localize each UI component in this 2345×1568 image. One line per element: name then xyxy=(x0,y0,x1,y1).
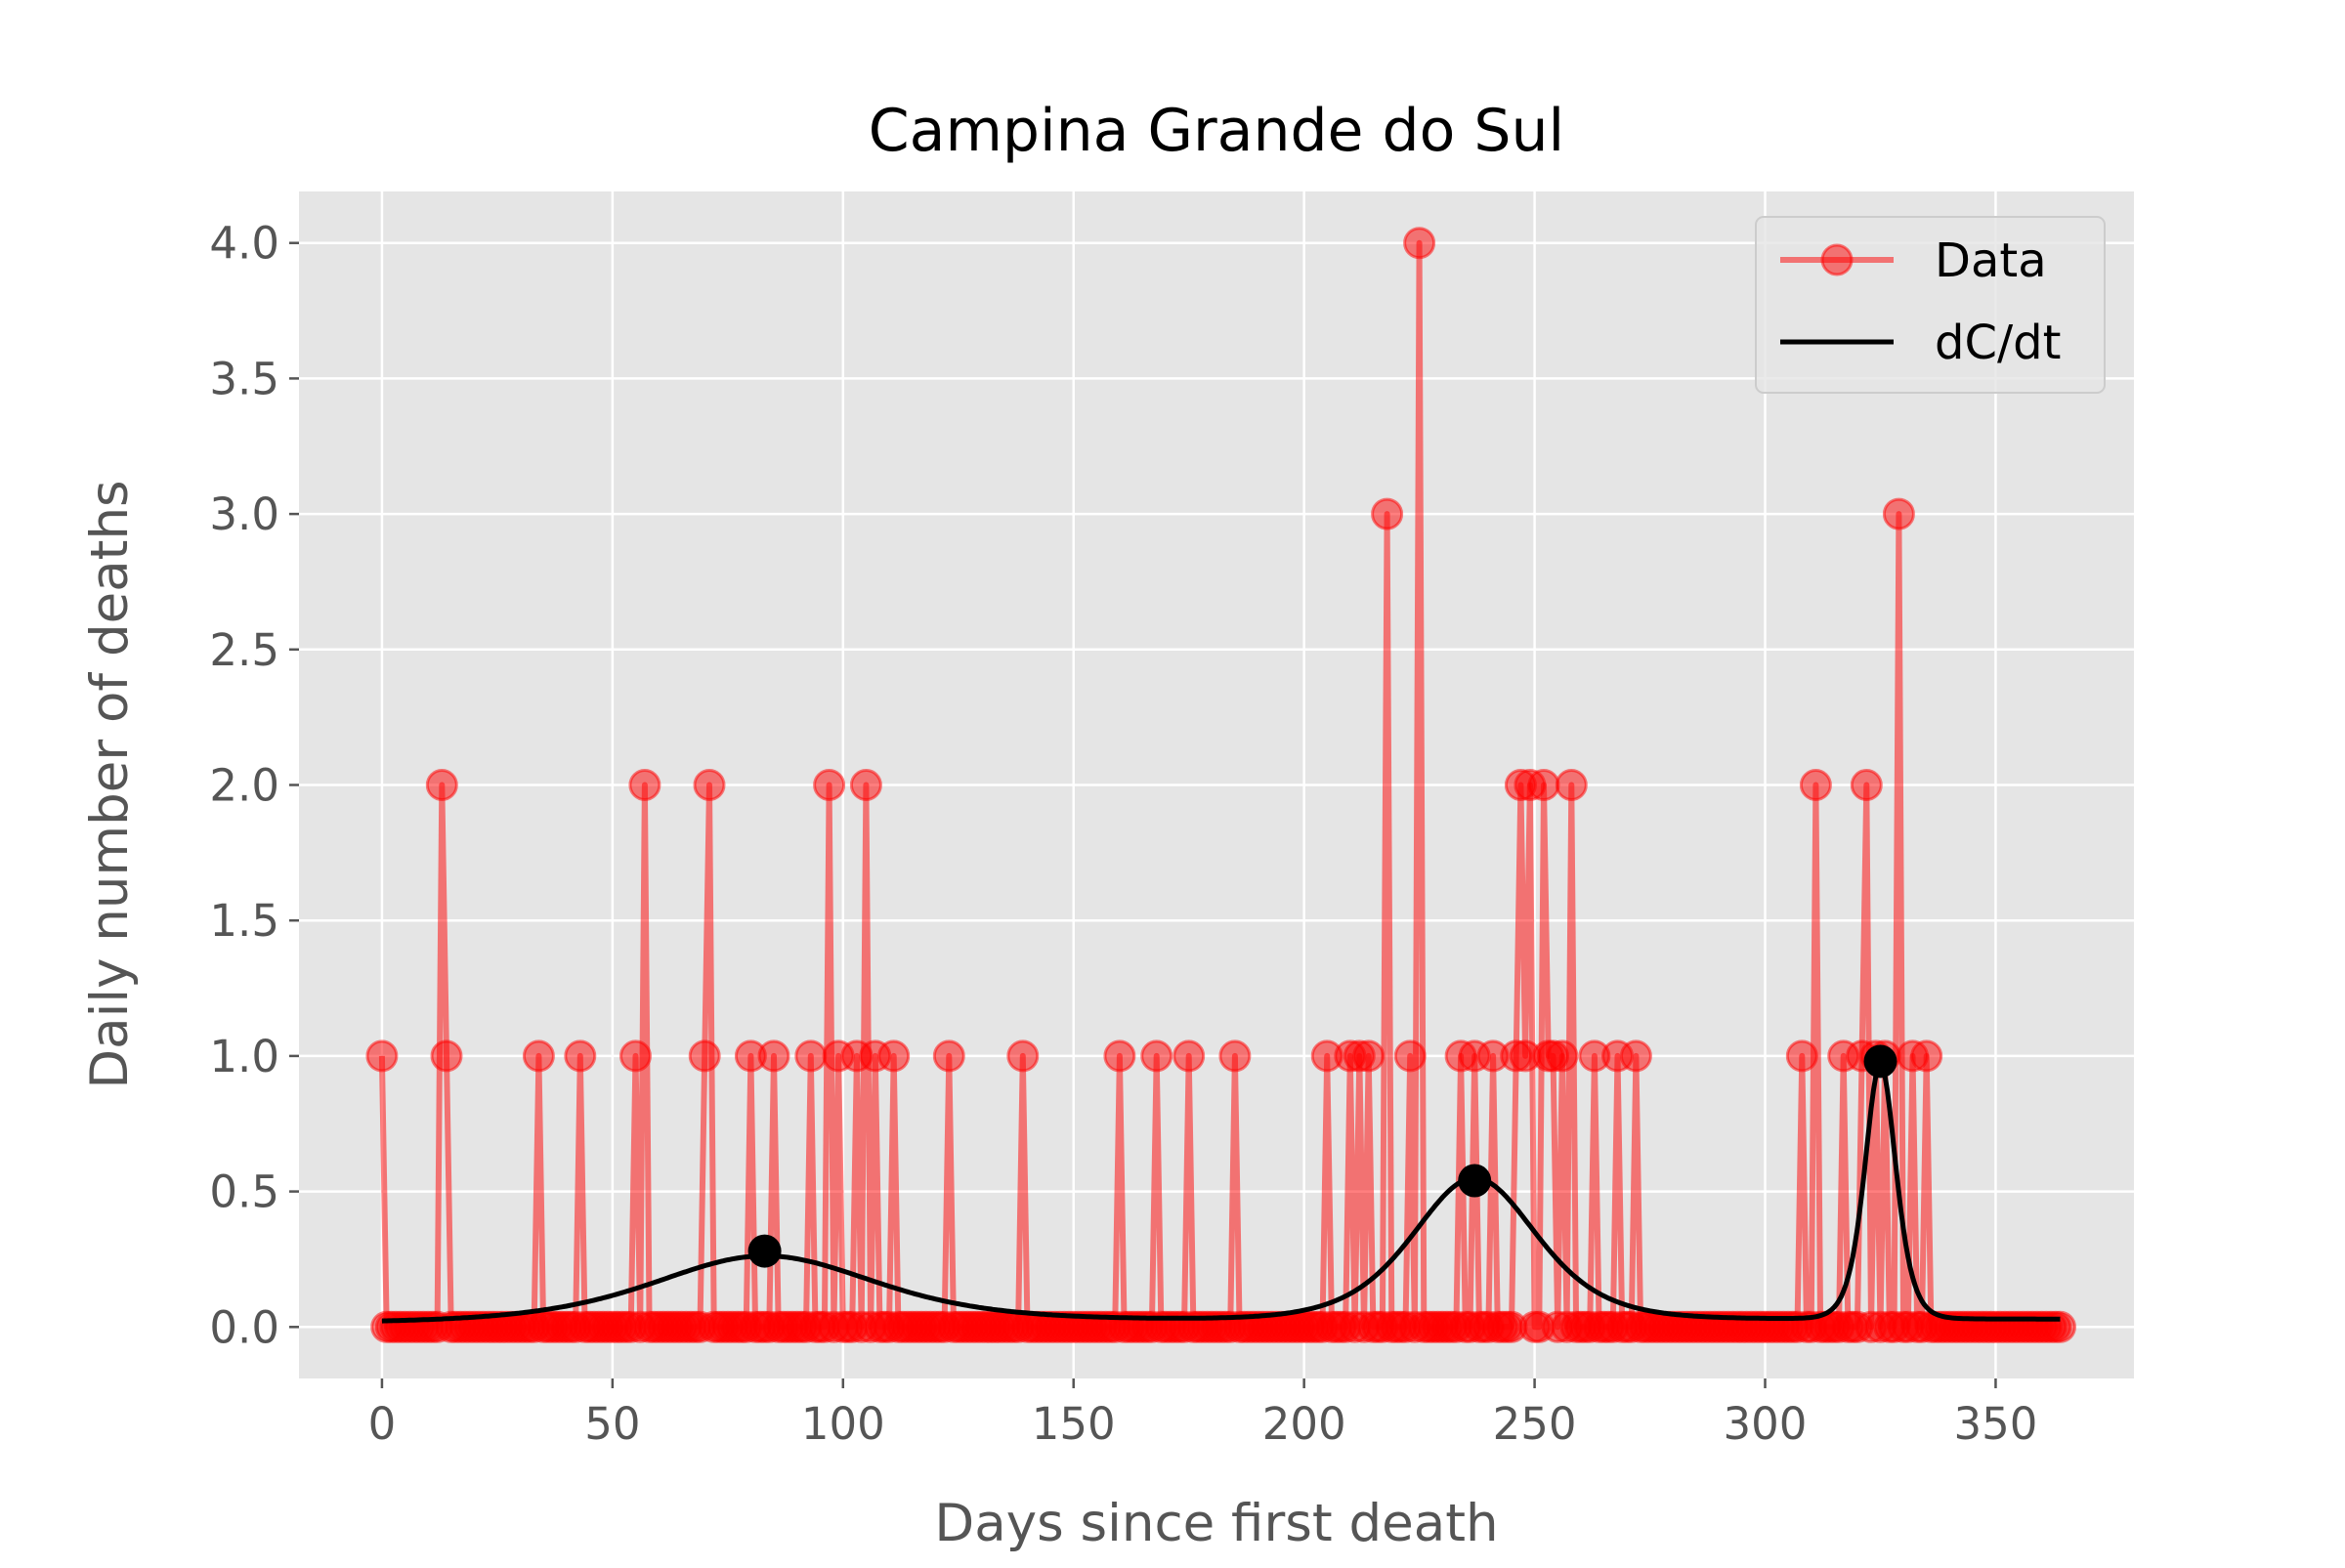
y-tick-label: 1.0 xyxy=(209,1031,279,1082)
data-point xyxy=(1371,497,1404,530)
data-point xyxy=(1527,769,1560,801)
x-axis-label: Days since first death xyxy=(934,1494,1498,1553)
data-point xyxy=(1546,1039,1579,1073)
data-point xyxy=(932,1039,965,1073)
data-point xyxy=(1218,1039,1252,1073)
data-point xyxy=(1403,227,1436,260)
data-point xyxy=(1882,497,1915,530)
data-point xyxy=(1172,1039,1206,1073)
data-point xyxy=(628,769,661,801)
data-point xyxy=(1555,769,1588,801)
data-point xyxy=(564,1039,597,1073)
x-tick-label: 300 xyxy=(1724,1398,1808,1450)
data-point xyxy=(693,769,726,801)
data-point xyxy=(1103,1039,1136,1073)
data-point xyxy=(1785,1039,1818,1073)
y-tick-label: 2.0 xyxy=(209,760,279,812)
data-point xyxy=(1393,1039,1427,1073)
y-tick-label: 1.5 xyxy=(209,895,279,947)
legend-data-marker xyxy=(1820,243,1854,276)
data-point xyxy=(849,769,882,801)
data-point xyxy=(688,1039,721,1073)
y-tick-label: 2.5 xyxy=(209,624,279,676)
data-point xyxy=(365,1039,399,1073)
data-point xyxy=(1850,769,1883,801)
x-tick-label: 150 xyxy=(1032,1398,1116,1450)
y-tick-label: 4.0 xyxy=(209,218,279,270)
y-tick-label: 0.5 xyxy=(209,1166,279,1218)
x-tick-label: 200 xyxy=(1262,1398,1346,1450)
data-point xyxy=(522,1039,555,1073)
fit-curve xyxy=(381,1059,2061,1324)
peak-marker xyxy=(1863,1044,1897,1079)
chart-title: Campina Grande do Sul xyxy=(869,97,1564,165)
legend: Data dC/dt xyxy=(1755,216,2106,394)
data-point xyxy=(757,1039,790,1073)
legend-data-label: Data xyxy=(1935,233,2047,288)
data-point xyxy=(1799,769,1832,801)
data-point xyxy=(794,1039,828,1073)
y-tick-label: 0.0 xyxy=(209,1301,279,1353)
data-point xyxy=(1352,1039,1386,1073)
x-tick-label: 350 xyxy=(1953,1398,2037,1450)
data-point xyxy=(1140,1039,1173,1073)
tick-layer: 0 50 100 150 200 250 300 350 0.0 0.5 1.0 1.5 2.0 2.5 3… xyxy=(209,218,2037,1450)
x-tick-label: 0 xyxy=(368,1398,397,1450)
data-point xyxy=(1619,1039,1652,1073)
data-point xyxy=(813,769,846,801)
data-point xyxy=(877,1039,911,1073)
data-point xyxy=(619,1039,652,1073)
legend-fit-label: dC/dt xyxy=(1935,316,2061,370)
data-point xyxy=(1006,1039,1040,1073)
data-point xyxy=(1910,1039,1943,1073)
y-tick-label: 3.5 xyxy=(209,353,279,404)
x-tick-label: 100 xyxy=(801,1398,885,1450)
peak-marker xyxy=(1458,1164,1492,1198)
y-axis-label: Daily number of deaths xyxy=(80,480,140,1088)
data-point xyxy=(430,1039,463,1073)
x-tick-label: 50 xyxy=(584,1398,640,1450)
peak-marker xyxy=(747,1234,782,1268)
data-point xyxy=(425,769,458,801)
x-tick-label: 250 xyxy=(1493,1398,1577,1450)
y-tick-label: 3.0 xyxy=(209,488,279,540)
series-layer xyxy=(365,227,2076,1343)
